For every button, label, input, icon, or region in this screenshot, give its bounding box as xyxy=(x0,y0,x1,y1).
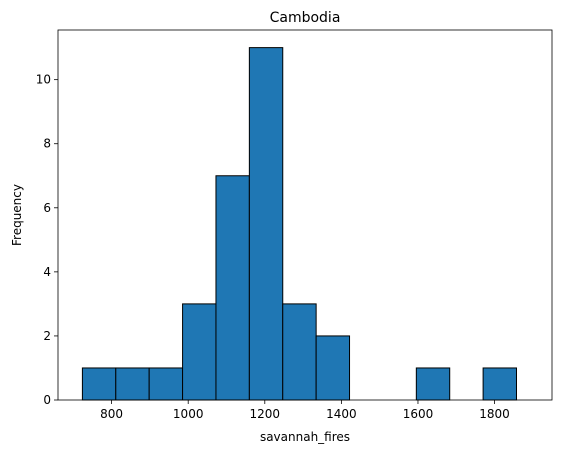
histogram-bar xyxy=(248,47,284,401)
x-tick-label: 1600 xyxy=(403,407,434,421)
x-tick-label: 1000 xyxy=(173,407,204,421)
x-axis: 800 1000 1200 1400 1600 1800 xyxy=(100,400,510,421)
x-tick-label: 1800 xyxy=(479,407,510,421)
y-tick-label: 2 xyxy=(43,329,51,343)
plot-frame xyxy=(57,29,553,401)
y-tick-label: 6 xyxy=(43,201,51,215)
bars-group xyxy=(81,47,518,401)
chart-title: Cambodia xyxy=(270,10,341,26)
y-tick-label: 0 xyxy=(43,393,51,407)
x-tick-label: 1200 xyxy=(250,407,281,421)
histogram-bar xyxy=(482,367,518,401)
histogram-bar xyxy=(215,175,250,401)
x-tick-label: 1400 xyxy=(326,407,357,421)
histogram-bar xyxy=(148,367,184,401)
histogram-bar xyxy=(115,367,150,401)
y-tick-label: 4 xyxy=(43,265,51,279)
y-axis: 0 2 4 6 8 10 xyxy=(36,73,58,407)
histogram-bar xyxy=(81,367,117,401)
histogram-bar xyxy=(415,367,451,401)
y-axis-label: Frequency xyxy=(10,184,24,246)
histogram-bar xyxy=(282,303,317,401)
y-tick-label: 8 xyxy=(43,137,51,151)
x-axis-label: savannah_fires xyxy=(260,430,350,444)
y-tick-label: 10 xyxy=(36,73,51,87)
histogram-bar xyxy=(315,335,351,401)
histogram-bar xyxy=(182,303,217,401)
x-tick-label: 800 xyxy=(100,407,123,421)
